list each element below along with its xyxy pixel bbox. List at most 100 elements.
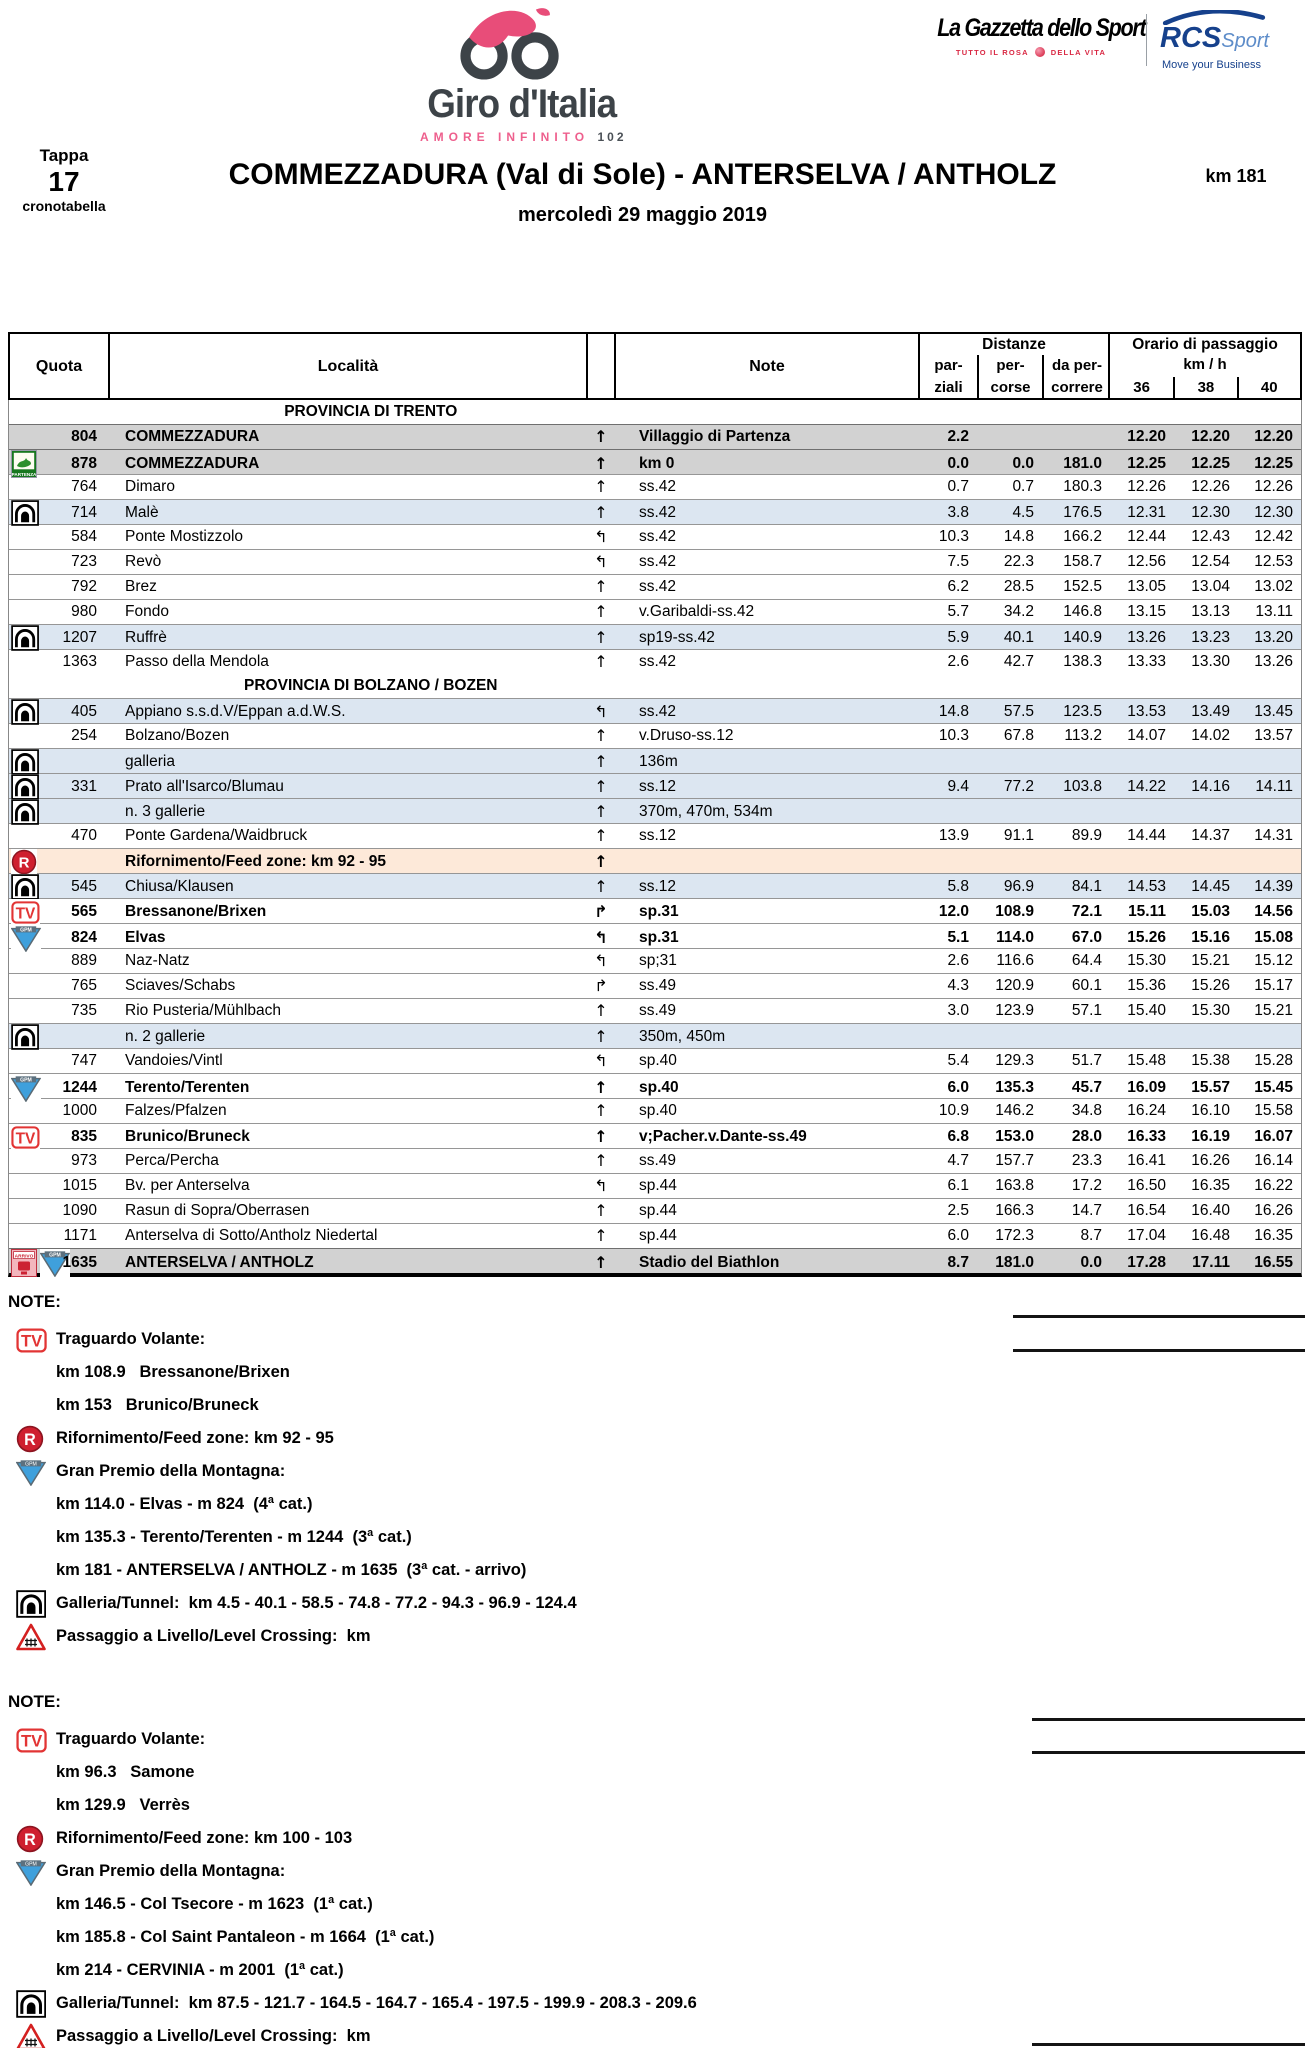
note-item: km 146.5 - Col Tsecore - m 1623 (1ª cat.… xyxy=(8,1888,1008,1921)
localita-cell: Terento/Terenten xyxy=(125,1079,250,1096)
time-38-cell: 12.20 xyxy=(1191,428,1230,445)
note-cell: sp.44 xyxy=(639,1227,677,1244)
note-cell: v;Pacher.v.Dante-ss.49 xyxy=(639,1128,807,1145)
province-label: PROVINCIA DI TRENTO xyxy=(284,403,458,420)
percorse-cell: 77.2 xyxy=(1003,778,1034,795)
direction-left-icon: ↰ xyxy=(594,552,608,571)
row-icons xyxy=(9,749,40,775)
dapercorrere-cell: 8.7 xyxy=(1080,1227,1102,1244)
parziali-cell: 3.8 xyxy=(947,504,969,521)
table-row: R Rifornimento/Feed zone: km 92 - 95 ↑ xyxy=(9,848,1301,875)
time-40-cell: 16.14 xyxy=(1254,1152,1293,1169)
time-38-cell: 14.45 xyxy=(1191,878,1230,895)
row-icons: TV xyxy=(9,1124,40,1150)
gpm-icon: GPM xyxy=(40,1249,70,1277)
header-parziali: par-ziali xyxy=(934,357,963,396)
direction-up-icon: ↑ xyxy=(594,503,608,522)
note-item: km 114.0 - Elvas - m 824 (4ª cat.) xyxy=(8,1488,1008,1521)
note-item: km 214 - CERVINIA - m 2001 (1ª cat.) xyxy=(8,1954,1008,1987)
note-item: km 185.8 - Col Saint Pantaleon - m 1664 … xyxy=(8,1921,1008,1954)
row-icons xyxy=(9,699,40,725)
svg-text:ARRIVO: ARRIVO xyxy=(15,1253,34,1259)
localita-cell: Dimaro xyxy=(125,478,175,495)
timetable: Quota Località Note Distanze par-ziali p… xyxy=(8,332,1302,1277)
note-cell: 136m xyxy=(639,753,678,770)
time-36-cell: 14.44 xyxy=(1127,827,1166,844)
time-40-cell: 12.26 xyxy=(1254,478,1293,495)
parziali-cell: 5.1 xyxy=(947,929,969,946)
note-item: km 96.3 Samone xyxy=(8,1756,1008,1789)
note-item: km 153 Brunico/Bruneck xyxy=(8,1389,1008,1422)
stage-number-block: Tappa 17 cronotabella xyxy=(8,146,120,214)
header-note: Note xyxy=(616,334,920,399)
note-cell: ss.42 xyxy=(639,478,677,495)
time-40-cell: 12.53 xyxy=(1254,553,1293,570)
time-36-cell: 15.11 xyxy=(1128,903,1166,920)
time-38-cell: 15.21 xyxy=(1191,952,1230,969)
localita-cell: Fondo xyxy=(125,603,169,620)
localita-cell: Rasun di Sopra/Oberrasen xyxy=(125,1202,310,1219)
note-text: km 108.9 Bressanone/Brixen xyxy=(56,1363,290,1381)
time-36-cell: 16.41 xyxy=(1127,1152,1166,1169)
row-icons: PARTENZA xyxy=(9,450,39,478)
note-cell: km 0 xyxy=(639,455,675,472)
feed-icon: R xyxy=(11,849,37,875)
parziali-cell: 6.8 xyxy=(947,1128,969,1145)
table-row: n. 2 gallerie ↑ 350m, 450m xyxy=(9,1023,1301,1050)
time-40-cell: 15.08 xyxy=(1254,929,1293,946)
dapercorrere-cell: 67.0 xyxy=(1071,929,1102,946)
gazzetta-logo: La Gazzetta dello Sport TUTTO IL ROSA DE… xyxy=(922,14,1147,57)
time-40-cell: 12.20 xyxy=(1254,428,1293,445)
note-text: km 185.8 - Col Saint Pantaleon - m 1664 … xyxy=(56,1928,435,1946)
parziali-cell: 3.0 xyxy=(947,1002,969,1019)
time-38-cell: 15.57 xyxy=(1191,1079,1230,1096)
direction-up-icon: ↑ xyxy=(594,877,608,896)
quota-cell: 764 xyxy=(71,478,97,495)
rule-line xyxy=(1013,1349,1305,1352)
localita-cell: Perca/Percha xyxy=(125,1152,219,1169)
table-row: 1015 Bv. per Anterselva ↰ sp.44 6.1 163.8 17.2… xyxy=(9,1173,1301,1198)
note-item: km 129.9 Verrès xyxy=(8,1789,1008,1822)
direction-up-icon: ↑ xyxy=(594,826,608,845)
note-cell: Villaggio di Partenza xyxy=(639,428,791,445)
stage-date: mercoledì 29 maggio 2019 xyxy=(517,204,767,226)
note-cell: ss.12 xyxy=(639,778,677,795)
time-38-cell: 12.25 xyxy=(1191,455,1230,472)
note-text: km 135.3 - Terento/Terenten - m 1244 (3ª… xyxy=(56,1528,412,1546)
time-36-cell: 15.40 xyxy=(1127,1002,1166,1019)
direction-up-icon: ↑ xyxy=(594,652,608,671)
table-row: 889 Naz-Natz ↰ sp;31 2.6 116.6 64.4 15.30 15.21 1… xyxy=(9,948,1301,973)
time-38-cell: 16.40 xyxy=(1191,1202,1230,1219)
parziali-cell: 6.2 xyxy=(947,578,969,595)
note-text: Rifornimento/Feed zone: km 100 - 103 xyxy=(56,1829,353,1847)
percorse-cell: 96.9 xyxy=(1003,878,1034,895)
row-icons xyxy=(9,874,40,900)
direction-up-icon: ↑ xyxy=(594,602,608,621)
quota-cell: 792 xyxy=(71,578,97,595)
percorse-cell: 181.0 xyxy=(995,1254,1034,1271)
dapercorrere-cell: 34.8 xyxy=(1071,1102,1102,1119)
time-40-cell: 12.30 xyxy=(1254,504,1293,521)
dapercorrere-cell: 113.2 xyxy=(1064,727,1102,744)
arrivo-icon: ARRIVO xyxy=(11,1249,37,1277)
time-36-cell: 14.07 xyxy=(1127,727,1166,744)
dapercorrere-cell: 45.7 xyxy=(1071,1079,1102,1096)
localita-cell: n. 3 gallerie xyxy=(125,803,206,820)
note-cell: v.Garibaldi-ss.42 xyxy=(639,603,755,620)
parziali-cell: 2.6 xyxy=(947,653,969,670)
localita-cell: Passo della Mendola xyxy=(125,653,269,670)
quota-cell: 470 xyxy=(71,827,97,844)
gazzetta-logo-text: La Gazzetta dello Sport xyxy=(937,14,1146,42)
dapercorrere-cell: 158.7 xyxy=(1063,553,1102,570)
svg-text:GPM: GPM xyxy=(49,1252,61,1258)
gpm-icon: GPM xyxy=(11,924,41,952)
table-row: 735 Rio Pusteria/Mühlbach ↑ ss.49 3.0 123.9 57… xyxy=(9,998,1301,1023)
parziali-cell: 4.7 xyxy=(947,1152,969,1169)
parziali-cell: 5.8 xyxy=(947,878,969,895)
localita-cell: Vandoies/Vintl xyxy=(125,1052,223,1069)
localita-cell: ANTERSELVA / ANTHOLZ xyxy=(125,1254,314,1271)
percorse-cell: 116.6 xyxy=(996,952,1034,969)
note-cell: ss.12 xyxy=(639,878,677,895)
time-36-cell: 12.56 xyxy=(1127,553,1166,570)
direction-up-icon: ↑ xyxy=(594,1101,608,1120)
